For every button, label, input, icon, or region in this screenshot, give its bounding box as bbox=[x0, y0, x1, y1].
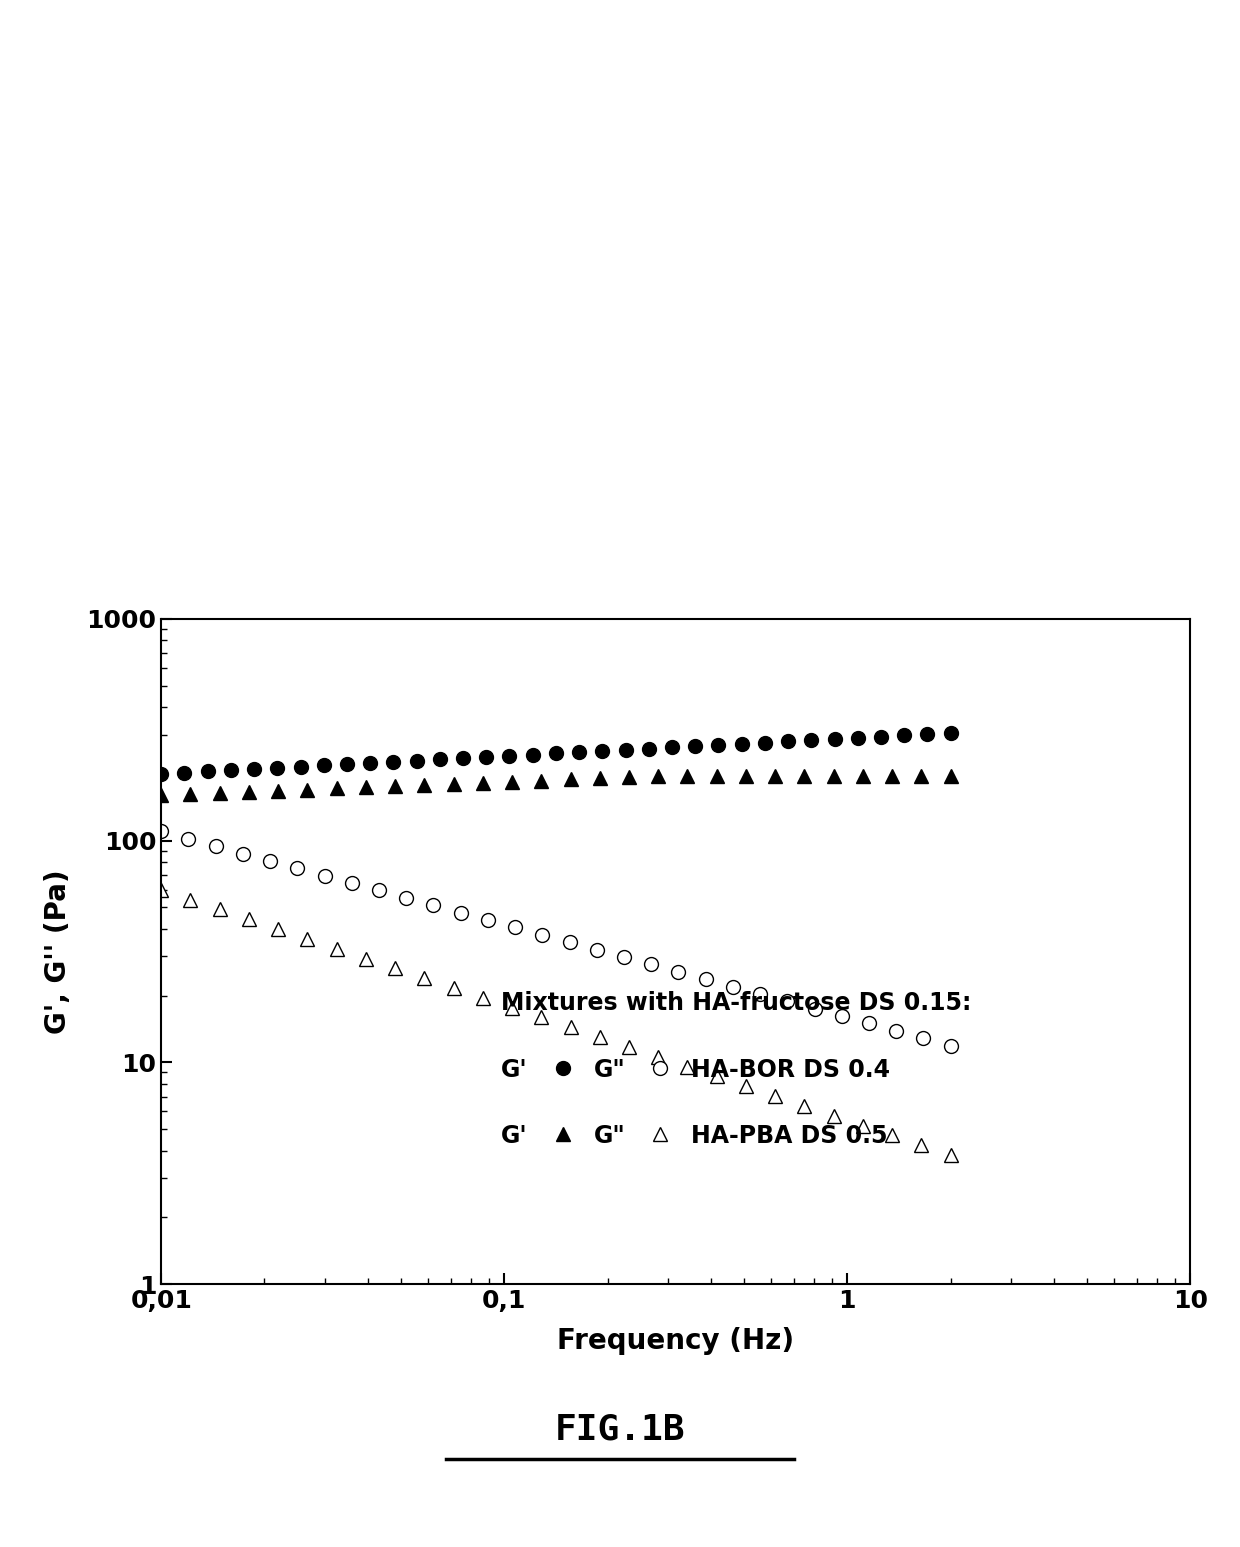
Text: G': G' bbox=[501, 1058, 527, 1081]
Text: Mixtures with HA-fructose DS 0.15:: Mixtures with HA-fructose DS 0.15: bbox=[501, 992, 971, 1015]
Text: G": G" bbox=[594, 1125, 625, 1148]
Text: G": G" bbox=[594, 1058, 625, 1081]
Text: FIG.1B: FIG.1B bbox=[554, 1412, 686, 1446]
Text: G': G' bbox=[501, 1125, 527, 1148]
Text: HA-PBA DS 0.5: HA-PBA DS 0.5 bbox=[691, 1125, 888, 1148]
Text: HA-BOR DS 0.4: HA-BOR DS 0.4 bbox=[691, 1058, 890, 1081]
Y-axis label: G', G'' (Pa): G', G'' (Pa) bbox=[45, 869, 72, 1033]
X-axis label: Frequency (Hz): Frequency (Hz) bbox=[557, 1327, 795, 1355]
